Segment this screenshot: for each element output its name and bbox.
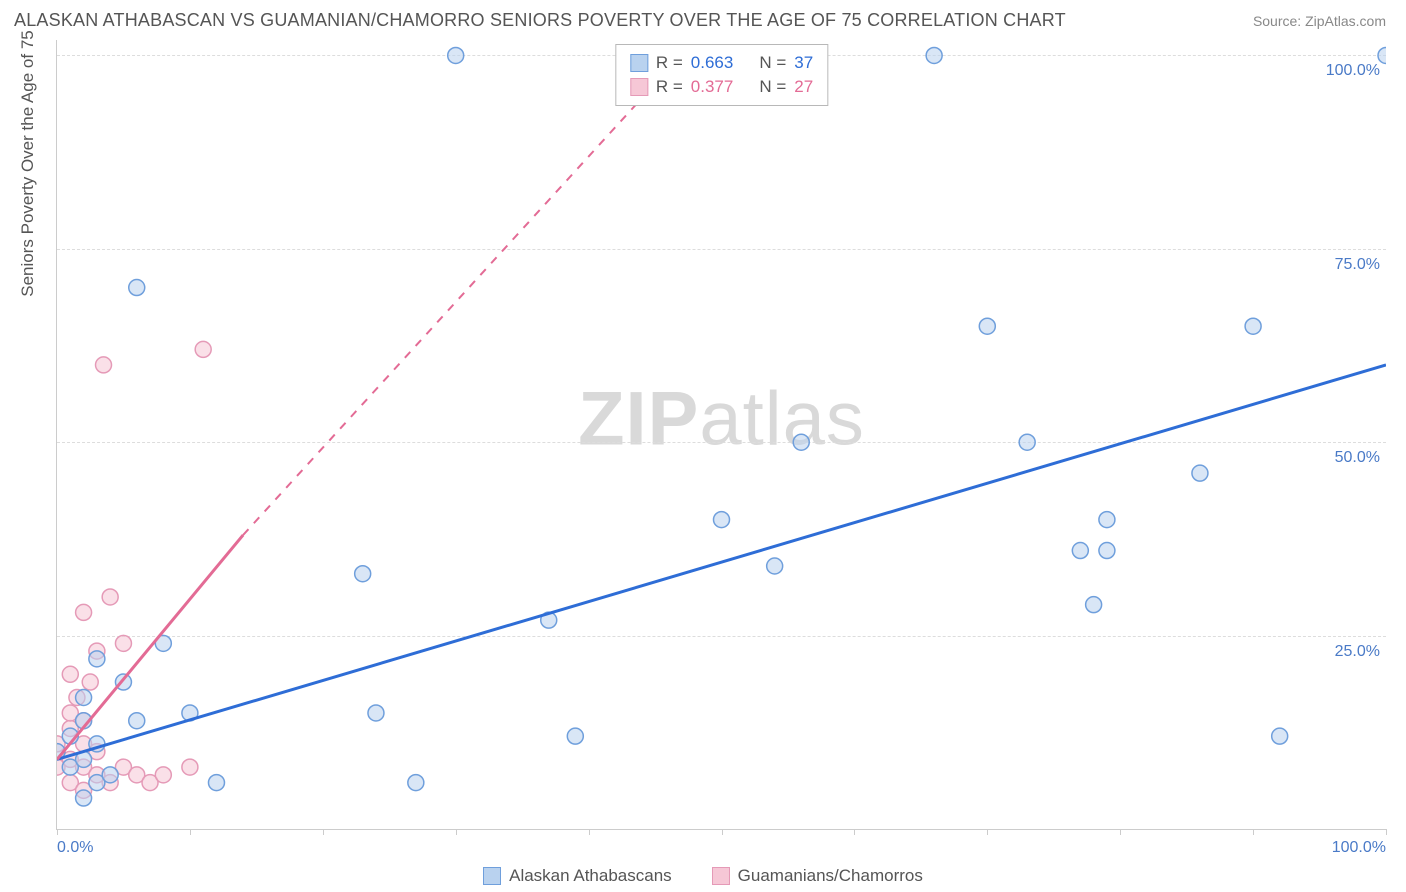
legend-series: Alaskan Athabascans Guamanians/Chamorros — [0, 866, 1406, 886]
n-label: N = — [759, 53, 786, 73]
ytick-label: 25.0% — [1335, 643, 1380, 661]
chart-svg-layer — [57, 40, 1386, 829]
xtick — [854, 829, 855, 835]
xtick — [1253, 829, 1254, 835]
xtick-label: 100.0% — [1332, 839, 1386, 857]
series-label-blue: Alaskan Athabascans — [509, 866, 672, 886]
xtick — [1386, 829, 1387, 835]
xtick — [190, 829, 191, 835]
xtick — [1120, 829, 1121, 835]
xtick — [323, 829, 324, 835]
grid-line — [57, 249, 1386, 250]
ytick-label: 100.0% — [1326, 62, 1380, 80]
series-label-pink: Guamanians/Chamorros — [738, 866, 923, 886]
xtick — [987, 829, 988, 835]
swatch-pink — [712, 867, 730, 885]
swatch-blue — [630, 54, 648, 72]
legend-row-pink: R = 0.377 N = 27 — [630, 75, 813, 99]
xtick — [57, 829, 58, 835]
n-label: N = — [759, 77, 786, 97]
y-axis-label: Seniors Poverty Over the Age of 75 — [18, 30, 38, 296]
xtick-label: 0.0% — [57, 839, 93, 857]
watermark: ZIPatlas — [578, 375, 865, 462]
ytick-label: 50.0% — [1335, 449, 1380, 467]
ytick-label: 75.0% — [1335, 256, 1380, 274]
legend-row-blue: R = 0.663 N = 37 — [630, 51, 813, 75]
grid-line — [57, 636, 1386, 637]
legend-item-pink: Guamanians/Chamorros — [712, 866, 923, 886]
page-title: ALASKAN ATHABASCAN VS GUAMANIAN/CHAMORRO… — [14, 10, 1066, 31]
source-label: Source: ZipAtlas.com — [1253, 13, 1386, 29]
r-value-pink: 0.377 — [691, 77, 734, 97]
n-value-blue: 37 — [794, 53, 813, 73]
swatch-blue — [483, 867, 501, 885]
r-label: R = — [656, 77, 683, 97]
xtick — [589, 829, 590, 835]
r-value-blue: 0.663 — [691, 53, 734, 73]
n-value-pink: 27 — [794, 77, 813, 97]
chart-plot-area: ZIPatlas 25.0%50.0%75.0%100.0%0.0%100.0%… — [56, 40, 1386, 830]
xtick — [722, 829, 723, 835]
r-label: R = — [656, 53, 683, 73]
xtick — [456, 829, 457, 835]
swatch-pink — [630, 78, 648, 96]
grid-line — [57, 442, 1386, 443]
legend-item-blue: Alaskan Athabascans — [483, 866, 672, 886]
legend-correlation-box: R = 0.663 N = 37 R = 0.377 N = 27 — [615, 44, 828, 106]
